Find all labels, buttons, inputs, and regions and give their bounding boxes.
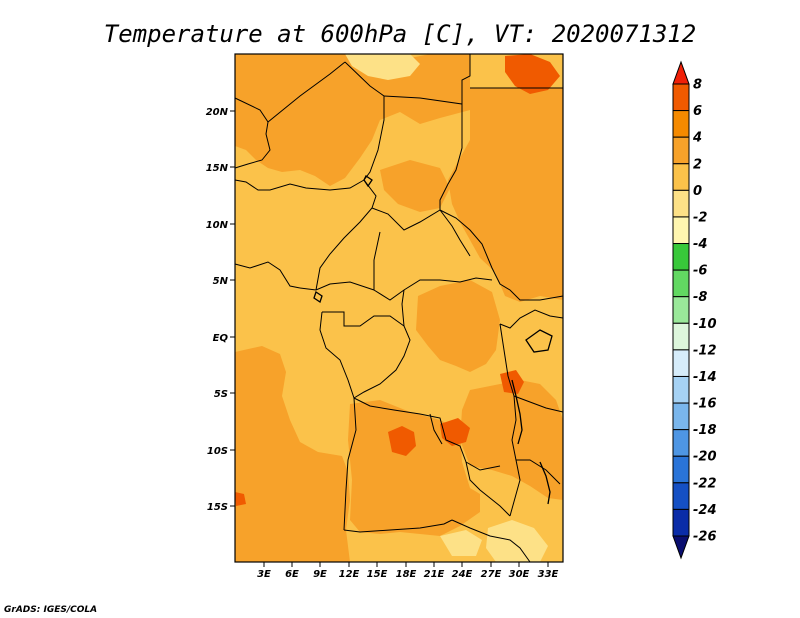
colorbar-cell <box>672 83 690 112</box>
colorbar-cell <box>672 322 690 351</box>
colorbar-bottom-arrow <box>672 535 690 560</box>
map-frame <box>234 53 564 563</box>
colorbar-label: -22 <box>693 476 717 491</box>
colorbar-cell <box>672 216 690 245</box>
lon-tick-label: 24E <box>452 569 473 580</box>
warm-region-southwest <box>235 346 350 562</box>
colorbar-cell <box>672 402 690 431</box>
lat-ticks <box>230 110 235 507</box>
lon-tick-label: 27E <box>481 569 502 580</box>
colorbar-label: -8 <box>693 290 707 305</box>
colorbar-cell <box>672 269 690 298</box>
colorbar-label: -14 <box>693 370 717 385</box>
colorbar-label: 8 <box>693 78 702 93</box>
colorbar-cells <box>672 60 690 560</box>
warm-region-congo-east <box>416 280 500 372</box>
colorbar-label: -2 <box>693 210 707 225</box>
cool-spot-north <box>345 54 420 80</box>
colorbar-cell <box>672 349 690 377</box>
lat-tick-label: 20N <box>206 107 229 118</box>
colorbar-cell <box>672 110 690 138</box>
lon-tick-label: 21E <box>424 569 445 580</box>
hot-spot-west-edge <box>235 492 246 506</box>
map-panel: 3E 6E 9E 12E 15E 18E 21E 24E 27E 30E 33E… <box>206 53 564 580</box>
country-borders <box>234 54 564 563</box>
colorbar-label: -16 <box>693 397 717 412</box>
warm-region-central <box>380 160 450 212</box>
colorbar: 8 6 4 2 0 -2 -4 -6 -8 -10 -12 -14 -16 -18 -20 -22 -24 -26 <box>672 60 717 560</box>
colorbar-cell <box>672 455 690 484</box>
lat-tick-label: EQ <box>213 333 229 344</box>
warm-region-northeast <box>448 88 563 302</box>
colorbar-label: -26 <box>693 530 717 545</box>
lon-tick-label: 30E <box>509 569 530 580</box>
lon-tick-label: 12E <box>339 569 360 580</box>
colorbar-label: 2 <box>693 157 702 172</box>
lat-tick-labels: 20N 15N 10N 5N EQ 5S 10S 15S <box>206 107 229 513</box>
cool-spot-south <box>486 520 548 562</box>
colorbar-label: -6 <box>693 264 707 279</box>
lon-tick-label: 18E <box>396 569 417 580</box>
hot-spot-northeast <box>505 54 560 94</box>
lon-tick-labels: 3E 6E 9E 12E 15E 18E 21E 24E 27E 30E 33E <box>257 569 558 580</box>
hot-spot-angola <box>388 426 416 456</box>
colorbar-cell <box>672 508 690 537</box>
colorbar-cell <box>672 243 690 271</box>
colorbar-label: -20 <box>693 450 717 465</box>
lat-tick-label: 5S <box>214 389 228 400</box>
colorbar-label: -4 <box>693 237 707 252</box>
lat-tick-label: 10S <box>207 446 228 457</box>
lat-tick-label: 15S <box>207 502 228 513</box>
colorbar-label: -10 <box>693 317 717 332</box>
lat-tick-label: 10N <box>206 220 229 231</box>
lon-tick-label: 9E <box>313 569 327 580</box>
hot-spot-east-congo <box>440 418 470 446</box>
lon-ticks <box>263 562 549 567</box>
lon-tick-label: 33E <box>538 569 559 580</box>
colorbar-cell <box>672 136 690 165</box>
colorbar-cell <box>672 163 690 191</box>
colorbar-top-arrow <box>672 60 690 85</box>
cool-spot-southeast <box>440 530 482 556</box>
warm-region-north <box>235 54 470 186</box>
colorbar-label: 4 <box>692 131 702 146</box>
lon-tick-label: 15E <box>367 569 388 580</box>
colorbar-label: -12 <box>693 343 717 358</box>
colorbar-label: 0 <box>693 184 702 199</box>
lat-tick-label: 5N <box>213 276 229 287</box>
colorbar-cell <box>672 482 690 510</box>
lon-tick-label: 3E <box>257 569 271 580</box>
lat-tick-label: 15N <box>206 163 229 174</box>
lon-tick-label: 6E <box>285 569 299 580</box>
grads-credit: GrADS: IGES/COLA <box>4 605 97 615</box>
colorbar-labels: 8 6 4 2 0 -2 -4 -6 -8 -10 -12 -14 -16 -18 -20 -22 -24 -26 <box>692 78 717 545</box>
colorbar-cell <box>672 296 690 324</box>
figure-title: Temperature at 600hPa [C], VT: 202007131… <box>104 20 696 48</box>
lakes <box>313 175 553 505</box>
colorbar-cell <box>672 429 690 457</box>
colorbar-label: -24 <box>693 503 717 518</box>
colorbar-label: -18 <box>693 423 717 438</box>
colorbar-cell <box>672 375 690 404</box>
colorbar-cell <box>672 189 690 218</box>
colorbar-label: 6 <box>693 104 702 119</box>
